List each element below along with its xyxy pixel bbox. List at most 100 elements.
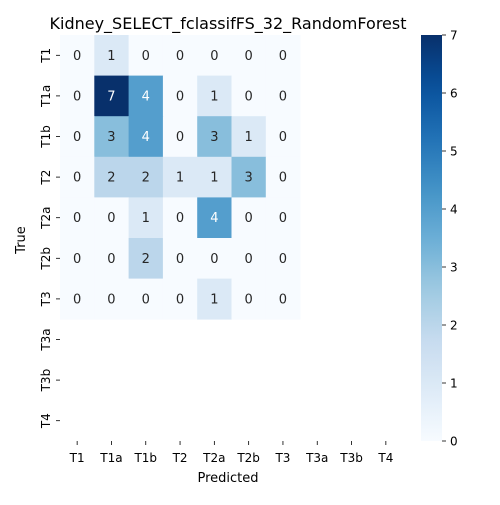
x-tick-label: T3a xyxy=(305,451,328,465)
heatmap-cell xyxy=(197,116,232,158)
cell-value-label: 0 xyxy=(245,49,253,64)
heatmap-cell xyxy=(128,156,164,198)
cell-value-label: 2 xyxy=(142,252,150,267)
y-tick-label: T4 xyxy=(39,413,53,429)
heatmap-cell xyxy=(128,197,164,239)
cell-value-label: 3 xyxy=(210,130,218,145)
heatmap-cell xyxy=(162,35,198,76)
cell-value-label: 0 xyxy=(107,292,115,307)
heatmap-cell xyxy=(128,35,164,76)
cell-value-label: 0 xyxy=(245,211,253,226)
heatmap-cell xyxy=(128,278,164,320)
y-axis-ticks: T1 T1a T1b T2 T2a T2b T3 T3a T3b T4 xyxy=(39,48,60,429)
colorbar-tick-label: 3 xyxy=(450,261,458,275)
heatmap-cell xyxy=(231,75,267,117)
heatmap-cell xyxy=(231,116,267,158)
cell-value-label: 0 xyxy=(245,89,253,104)
heatmap-cell xyxy=(197,35,232,76)
heatmap-cell xyxy=(94,238,129,279)
cell-value-label: 0 xyxy=(279,49,287,64)
heatmap-cell xyxy=(265,197,301,239)
cell-value-label: 1 xyxy=(210,292,218,307)
cell-value-label: 0 xyxy=(245,252,253,267)
cell-value-label: 0 xyxy=(176,89,184,104)
y-tick-label: T1a xyxy=(39,85,53,108)
heatmap-cell xyxy=(94,35,129,76)
cell-value-label: 0 xyxy=(210,49,218,64)
x-tick-label: T4 xyxy=(377,451,393,465)
cell-value-label: 4 xyxy=(142,89,150,104)
heatmap-cell xyxy=(231,35,267,76)
cell-value-label: 0 xyxy=(279,292,287,307)
cell-value-label: 0 xyxy=(210,252,218,267)
heatmap-cell xyxy=(162,156,198,198)
cell-value-label: 0 xyxy=(73,252,81,267)
heatmap-cell xyxy=(265,278,301,320)
heatmap-cell xyxy=(94,156,129,198)
colorbar-tick-label: 1 xyxy=(450,377,458,391)
heatmap-cell xyxy=(94,197,129,239)
colorbar xyxy=(421,35,442,441)
heatmap-cell xyxy=(60,197,95,239)
cell-value-label: 0 xyxy=(107,211,115,226)
cell-value-label: 3 xyxy=(107,130,115,145)
cell-value-label: 0 xyxy=(142,49,150,64)
cell-value-label: 1 xyxy=(210,89,218,104)
cell-value-label: 0 xyxy=(279,211,287,226)
cell-value-label: 0 xyxy=(73,130,81,145)
heatmap-cell xyxy=(265,156,301,198)
colorbar-tick-label: 2 xyxy=(450,319,458,333)
heatmap-cell xyxy=(265,35,301,76)
cell-value-label: 0 xyxy=(279,130,287,145)
cell-value-label: 1 xyxy=(142,211,150,226)
x-tick-label: T1 xyxy=(69,451,85,465)
x-tick-label: T2 xyxy=(172,451,188,465)
cell-value-label: 0 xyxy=(176,130,184,145)
cell-value-label: 0 xyxy=(176,49,184,64)
y-tick-label: T2b xyxy=(39,247,53,271)
colorbar-tick-label: 0 xyxy=(450,435,458,449)
cell-value-label: 0 xyxy=(73,171,81,186)
heatmap-cell xyxy=(60,156,95,198)
cell-value-label: 3 xyxy=(245,171,253,186)
y-tick-label: T3 xyxy=(39,291,53,307)
heatmap-cell xyxy=(94,116,129,158)
cell-value-label: 2 xyxy=(142,171,150,186)
colorbar-ticks: 0 1 2 3 4 5 6 7 xyxy=(442,29,458,449)
heatmap-cell xyxy=(162,278,198,320)
heatmap-cell xyxy=(197,156,232,198)
heatmap-cells: 0 1 0 0 0 0 0 0 7 4 0 1 0 0 0 3 4 0 3 1 0 0 2 2 1 1 3 0 0 0 1 0 4 0 0 0 0 2 0 0… xyxy=(60,35,301,320)
heatmap-cell xyxy=(197,238,232,279)
heatmap-cell xyxy=(94,75,129,117)
cell-value-label: 1 xyxy=(107,49,115,64)
x-tick-label: T1a xyxy=(99,451,122,465)
y-tick-label: T2a xyxy=(39,207,53,230)
x-tick-label: T1b xyxy=(133,451,157,465)
cell-value-label: 2 xyxy=(107,171,115,186)
colorbar-tick-label: 7 xyxy=(450,29,458,43)
heatmap-cell xyxy=(265,238,301,279)
cell-value-label: 0 xyxy=(73,211,81,226)
cell-value-label: 4 xyxy=(210,211,218,226)
heatmap-cell xyxy=(197,278,232,320)
cell-value-label: 7 xyxy=(107,89,115,104)
heatmap-cell xyxy=(231,238,267,279)
heatmap-cell xyxy=(162,116,198,158)
heatmap-cell xyxy=(60,278,95,320)
y-tick-label: T1 xyxy=(39,48,53,64)
x-tick-label: T3 xyxy=(274,451,290,465)
cell-value-label: 1 xyxy=(210,171,218,186)
heatmap-cell xyxy=(197,197,232,239)
heatmap-cell xyxy=(265,75,301,117)
y-tick-label: T3b xyxy=(39,369,53,393)
heatmap-cell xyxy=(265,116,301,158)
y-tick-label: T1b xyxy=(39,125,53,149)
heatmap-cell xyxy=(60,35,95,76)
heatmap-cell xyxy=(231,156,267,198)
x-tick-label: T2a xyxy=(202,451,225,465)
heatmap-cell xyxy=(162,197,198,239)
cell-value-label: 0 xyxy=(245,292,253,307)
heatmap-cell xyxy=(60,238,95,279)
